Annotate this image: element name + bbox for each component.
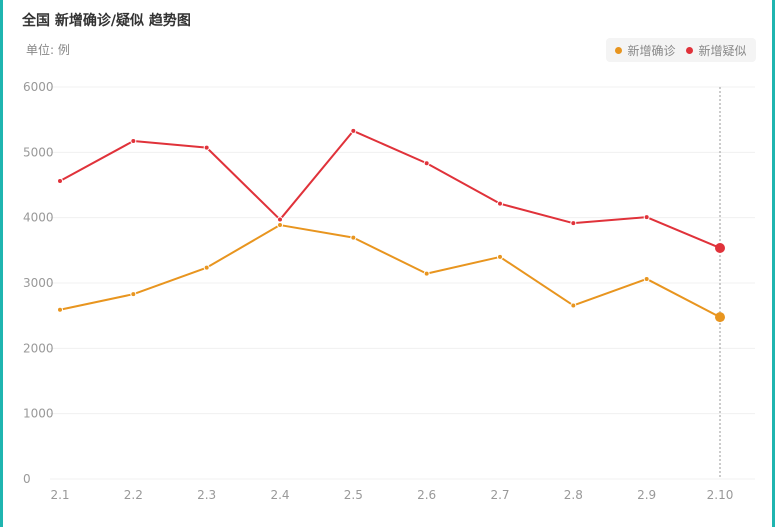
- data-point-suspected: [57, 177, 63, 184]
- y-tick-label: 6000: [23, 80, 54, 94]
- data-point-confirmed: [350, 234, 357, 241]
- series-line-confirmed: [59, 224, 721, 318]
- data-point-suspected: [130, 138, 137, 145]
- data-point-confirmed: [277, 222, 283, 229]
- x-tick-label: 2.9: [637, 488, 656, 502]
- y-tick-label: 2000: [23, 341, 54, 355]
- x-tick-label: 2.5: [344, 488, 363, 502]
- legend-label-confirmed: 新增确诊: [627, 43, 676, 58]
- unit-label: 单位: 例: [26, 43, 70, 57]
- data-point-confirmed: [715, 312, 725, 323]
- x-tick-label: 2.10: [707, 488, 734, 502]
- x-tick-label: 2.4: [270, 488, 289, 502]
- data-point-suspected: [715, 242, 725, 253]
- x-tick-label: 2.7: [490, 488, 509, 502]
- legend-item-suspected[interactable]: 新增疑似: [686, 42, 747, 59]
- data-point-confirmed: [570, 302, 577, 309]
- x-tick-label: 2.8: [564, 488, 583, 502]
- data-point-suspected: [350, 127, 357, 134]
- data-point-suspected: [497, 200, 503, 207]
- data-point-suspected: [570, 220, 577, 227]
- data-point-confirmed: [643, 275, 650, 282]
- y-tick-label: 4000: [23, 211, 54, 225]
- series-line-suspected: [59, 129, 721, 249]
- data-point-suspected: [277, 216, 283, 223]
- y-tick-label: 5000: [23, 145, 54, 159]
- legend-label-suspected: 新增疑似: [698, 43, 747, 58]
- data-point-suspected: [423, 160, 430, 167]
- legend-item-confirmed[interactable]: 新增确诊: [615, 42, 676, 59]
- y-tick-label: 1000: [23, 407, 54, 421]
- y-tick-label: 3000: [23, 276, 54, 290]
- x-tick-label: 2.1: [50, 488, 69, 502]
- data-point-suspected: [203, 144, 210, 151]
- x-tick-label: 2.6: [417, 488, 436, 502]
- x-tick-label: 2.3: [197, 488, 216, 502]
- chart-title: 全国 新增确诊/疑似 趋势图: [22, 13, 191, 29]
- legend-dot-confirmed: [615, 46, 623, 54]
- x-tick-label: 2.2: [124, 488, 143, 502]
- y-tick-label: 0: [23, 472, 31, 486]
- data-point-confirmed: [423, 270, 430, 277]
- data-point-confirmed: [130, 291, 137, 298]
- legend: 新增确诊 新增疑似: [606, 38, 756, 62]
- data-point-confirmed: [497, 253, 503, 260]
- data-point-confirmed: [57, 306, 63, 313]
- data-point-confirmed: [203, 264, 210, 271]
- data-point-suspected: [643, 214, 650, 221]
- legend-dot-suspected: [686, 46, 694, 54]
- line-chart: 0 1000 2000 3000 4000 5000 6000 2.1 2.2 2.3 2.4 2.5…: [23, 80, 755, 502]
